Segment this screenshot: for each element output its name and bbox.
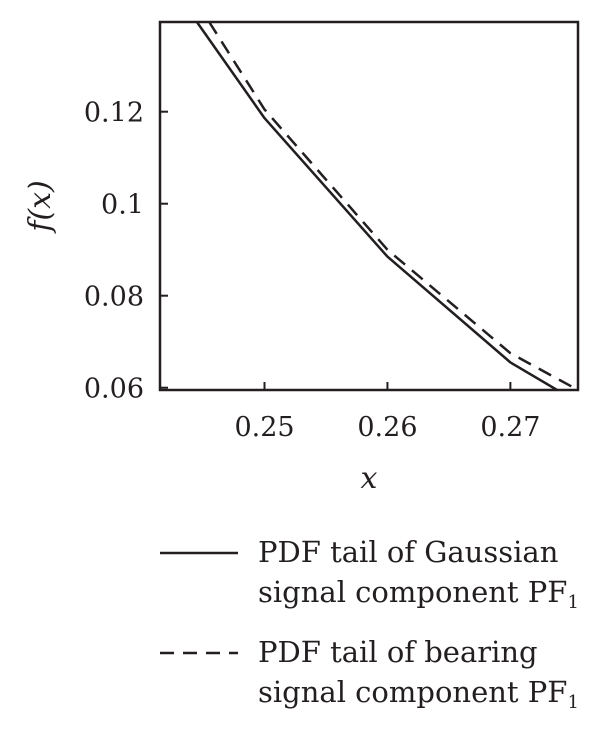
y-ticks: 0.06 0.08 0.1 0.12: [84, 98, 168, 405]
x-tick-label: 0.25: [234, 412, 294, 443]
legend-label-bearing: PDF tail of bearing signal component PF1: [258, 632, 579, 723]
y-tick-label: 0.06: [84, 374, 144, 405]
chart: 0.25 0.26 0.27 0.06 0.08 0.1 0.12 x f(x): [23, 20, 580, 496]
legend-label-line2: signal component PF1: [258, 575, 579, 613]
legend-label-gaussian: PDF tail of Gaussian signal component PF…: [258, 532, 579, 623]
y-axis-label: f(x): [23, 180, 58, 233]
series-line-bearing: [208, 21, 579, 392]
y-tick-label: 0.08: [84, 282, 144, 313]
x-tick-label: 0.27: [480, 412, 540, 443]
legend-swatch-solid: [160, 551, 238, 555]
plot-frame: [158, 20, 580, 392]
y-tick-label: 0.12: [84, 98, 144, 129]
legend-entry-bearing: PDF tail of bearing signal component PF1: [160, 632, 590, 732]
legend: PDF tail of Gaussian signal component PF…: [160, 532, 590, 732]
x-ticks: 0.25 0.26 0.27: [234, 382, 540, 443]
x-axis-label: x: [361, 461, 378, 496]
legend-label-line2: signal component PF1: [258, 675, 579, 713]
legend-label-line1: PDF tail of Gaussian: [258, 535, 559, 569]
series-line-gaussian: [195, 21, 558, 392]
x-tick-label: 0.26: [357, 412, 417, 443]
legend-entry-gaussian: PDF tail of Gaussian signal component PF…: [160, 532, 590, 632]
legend-swatch-dashed: [160, 651, 238, 655]
series-lines: [195, 21, 579, 392]
y-tick-label: 0.1: [101, 190, 144, 221]
legend-label-line1: PDF tail of bearing: [258, 635, 538, 669]
